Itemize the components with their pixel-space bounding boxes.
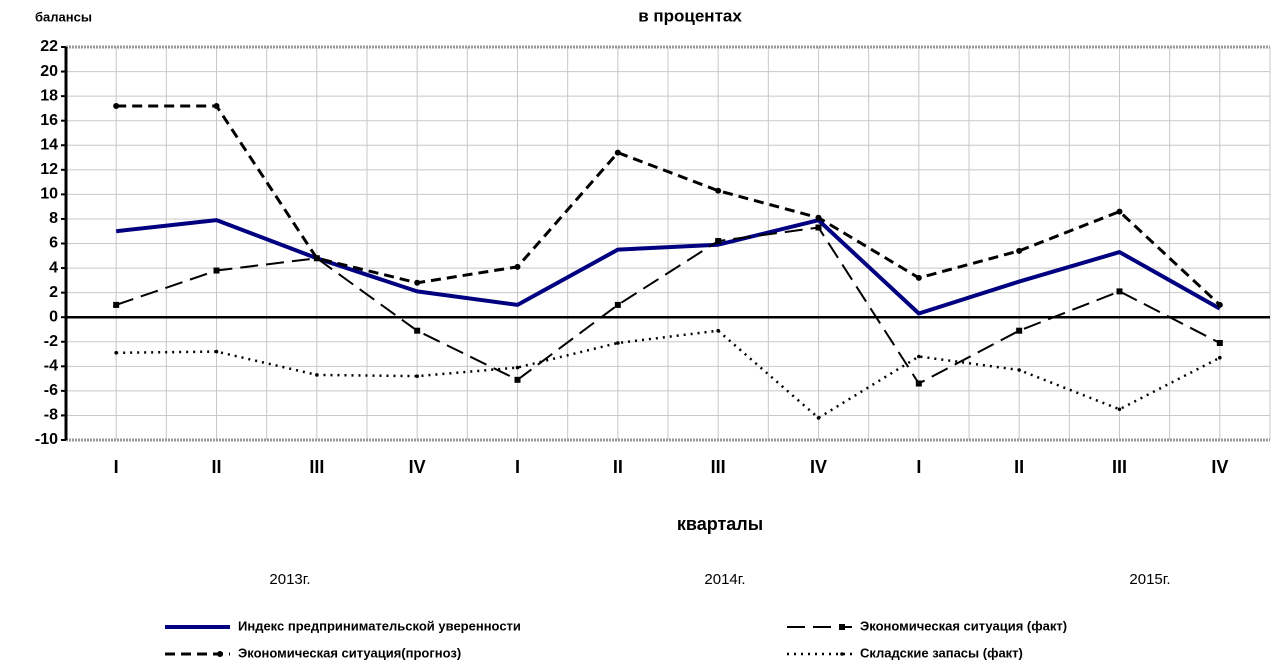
- marker: [1218, 355, 1222, 360]
- y-tick-label: 14: [40, 136, 58, 153]
- y-tick-label: 16: [40, 112, 58, 129]
- legend-label: Индекс предпринимательской уверенности: [238, 618, 521, 633]
- y-tick-label: -8: [44, 407, 58, 424]
- y-tick-label: 12: [40, 161, 58, 178]
- x-tick-label: I: [114, 457, 119, 477]
- x-tick-label: II: [1014, 457, 1024, 477]
- y-tick-label: 10: [40, 186, 58, 203]
- marker: [514, 263, 521, 270]
- marker: [113, 102, 120, 109]
- marker: [915, 274, 922, 281]
- y-tick-label: 4: [49, 259, 58, 276]
- chart-title: в процентах: [638, 6, 742, 25]
- marker: [1116, 208, 1123, 215]
- year-label: 2014г.: [704, 571, 745, 588]
- y-tick-label: 2: [49, 284, 58, 301]
- marker: [917, 354, 921, 359]
- x-tick-label: IV: [1211, 457, 1228, 477]
- series-line: [115, 226, 1221, 385]
- marker: [213, 267, 220, 274]
- x-tick-label: II: [613, 457, 623, 477]
- y-tick-label: 8: [49, 210, 58, 227]
- marker: [1116, 288, 1123, 295]
- marker: [415, 374, 419, 378]
- marker: [213, 102, 220, 109]
- x-tick-label: IV: [810, 457, 827, 477]
- year-label: 2015г.: [1129, 571, 1170, 588]
- marker: [514, 376, 521, 383]
- marker: [915, 380, 922, 387]
- marker: [214, 349, 219, 354]
- y-tick-label: 6: [49, 235, 58, 252]
- y-tick-label: -4: [44, 358, 58, 375]
- x-tick-label: III: [309, 457, 324, 477]
- marker: [1216, 339, 1223, 346]
- y-tick-label: 22: [40, 38, 58, 55]
- marker: [715, 238, 722, 245]
- marker: [113, 301, 120, 308]
- marker: [315, 373, 319, 377]
- legend-label: Складские запасы (факт): [860, 645, 1023, 660]
- y-tick-label: 20: [40, 63, 58, 80]
- x-tick-label: IV: [409, 457, 426, 477]
- marker: [1016, 327, 1023, 334]
- x-tick-label: II: [211, 457, 221, 477]
- marker: [840, 652, 844, 656]
- x-tick-label: III: [1112, 457, 1127, 477]
- marker: [114, 351, 118, 355]
- marker: [1216, 301, 1223, 308]
- x-tick-label: I: [515, 457, 520, 477]
- x-axis-label: кварталы: [677, 514, 763, 534]
- marker: [815, 224, 822, 231]
- series-line: [115, 218, 1221, 316]
- y-tick-label: 18: [40, 87, 58, 104]
- marker: [815, 214, 822, 221]
- series-line: [116, 104, 1221, 307]
- marker: [313, 255, 320, 262]
- marker: [1017, 368, 1021, 372]
- marker: [217, 651, 223, 657]
- marker: [716, 328, 720, 333]
- y-tick-label: -2: [44, 333, 58, 350]
- marker: [816, 416, 821, 420]
- marker: [1117, 407, 1122, 412]
- marker: [515, 365, 520, 370]
- y-tick-label: -10: [35, 431, 58, 448]
- marker: [414, 327, 421, 334]
- marker: [616, 341, 620, 345]
- legend-label: Экономическая ситуация (факт): [860, 618, 1067, 633]
- marker: [1016, 247, 1023, 254]
- y-axis-label: балансы: [35, 9, 92, 24]
- x-tick-label: III: [711, 457, 726, 477]
- y-tick-label: -6: [44, 382, 58, 399]
- legend-label: Экономическая ситуация(прогноз): [238, 645, 461, 660]
- x-tick-label: I: [916, 457, 921, 477]
- y-tick-label: 0: [49, 308, 58, 325]
- marker: [614, 149, 621, 156]
- marker: [414, 279, 421, 286]
- marker: [839, 624, 845, 630]
- marker: [614, 301, 621, 308]
- marker: [715, 187, 722, 194]
- year-label: 2013г.: [269, 571, 310, 588]
